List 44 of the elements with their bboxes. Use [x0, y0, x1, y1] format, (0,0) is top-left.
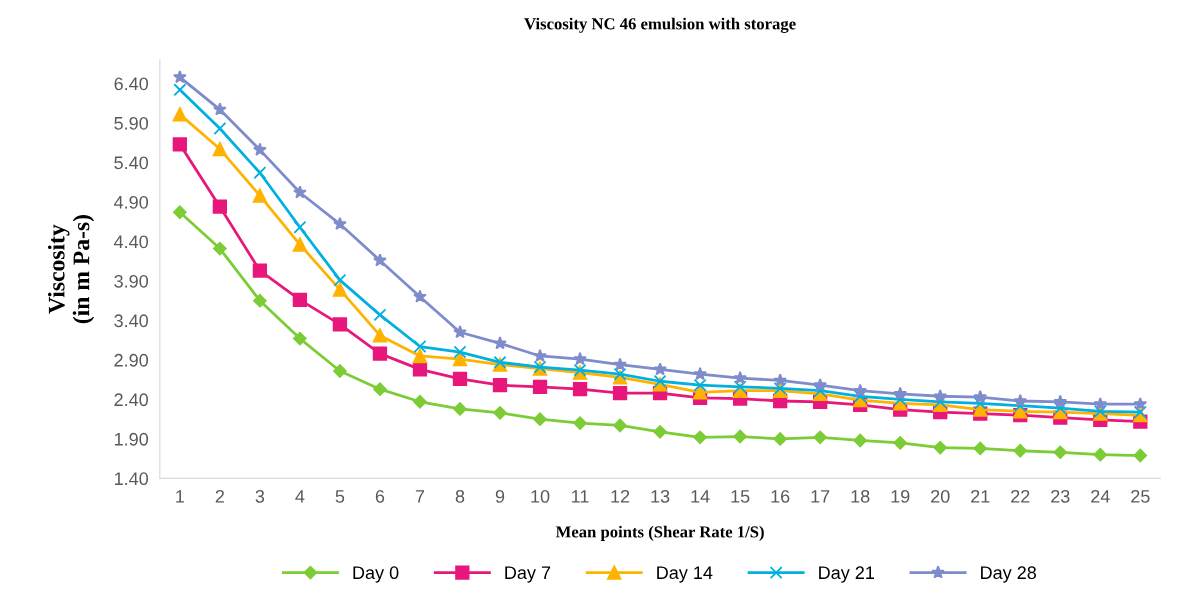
y-tick-label: 1.90: [114, 432, 149, 446]
x-tick-label: 23: [1051, 489, 1070, 503]
y-tick-label: 5.90: [114, 116, 149, 130]
x-tick-label: 8: [455, 489, 465, 503]
y-axis-title: Viscosity (in m Pa-s): [47, 215, 95, 324]
x-tick-label: 19: [891, 489, 910, 503]
y-tick-label: 1.40: [114, 472, 149, 486]
x-tick-label: 7: [415, 490, 425, 503]
x-tick-label: 21: [971, 489, 990, 503]
y-tick-label: 3.90: [114, 274, 149, 288]
x-tick-label: 17: [811, 490, 830, 503]
x-tick-label: 11: [572, 490, 589, 503]
legend-label: Day 14: [657, 566, 713, 583]
x-tick-label: 1: [176, 490, 184, 503]
legend-label: Day 7: [505, 566, 551, 583]
x-tick-label: 25: [1131, 489, 1150, 503]
x-tick-label: 13: [651, 489, 670, 503]
x-tick-label: 20: [931, 489, 950, 503]
x-axis-title: Mean points (Shear Rate 1/S): [555, 525, 764, 541]
x-tick-label: 4: [295, 490, 305, 503]
x-tick-label: 9: [495, 489, 505, 503]
x-tick-label: 22: [1011, 489, 1030, 503]
y-tick-label: 6.40: [114, 77, 149, 91]
x-tick-label: 2: [215, 489, 224, 503]
legend-label: Day 28: [981, 566, 1037, 583]
y-tick-label: 4.90: [114, 195, 149, 209]
x-tick-label: 14: [691, 490, 710, 503]
x-tick-label: 15: [731, 490, 750, 503]
y-tick-label: 3.40: [114, 314, 149, 328]
x-tick-label: 18: [851, 489, 870, 503]
x-tick-label: 24: [1091, 489, 1110, 503]
legend-label: Day 21: [819, 566, 874, 583]
x-tick-label: 16: [771, 489, 790, 503]
x-tick-label: 5: [335, 490, 345, 503]
y-tick-label: 2.40: [114, 393, 149, 407]
legend-label: Day 0: [353, 566, 399, 583]
x-tick-label: 6: [375, 489, 385, 503]
y-tick-label: 4.40: [114, 235, 149, 249]
x-tick-label: 12: [611, 489, 630, 503]
x-tick-label: 3: [255, 489, 265, 503]
y-tick-label: 5.40: [114, 156, 149, 170]
y-tick-label: 2.90: [114, 353, 149, 367]
chart-title: Viscosity NC 46 emulsion with storage: [524, 17, 796, 33]
x-tick-label: 10: [531, 489, 550, 503]
